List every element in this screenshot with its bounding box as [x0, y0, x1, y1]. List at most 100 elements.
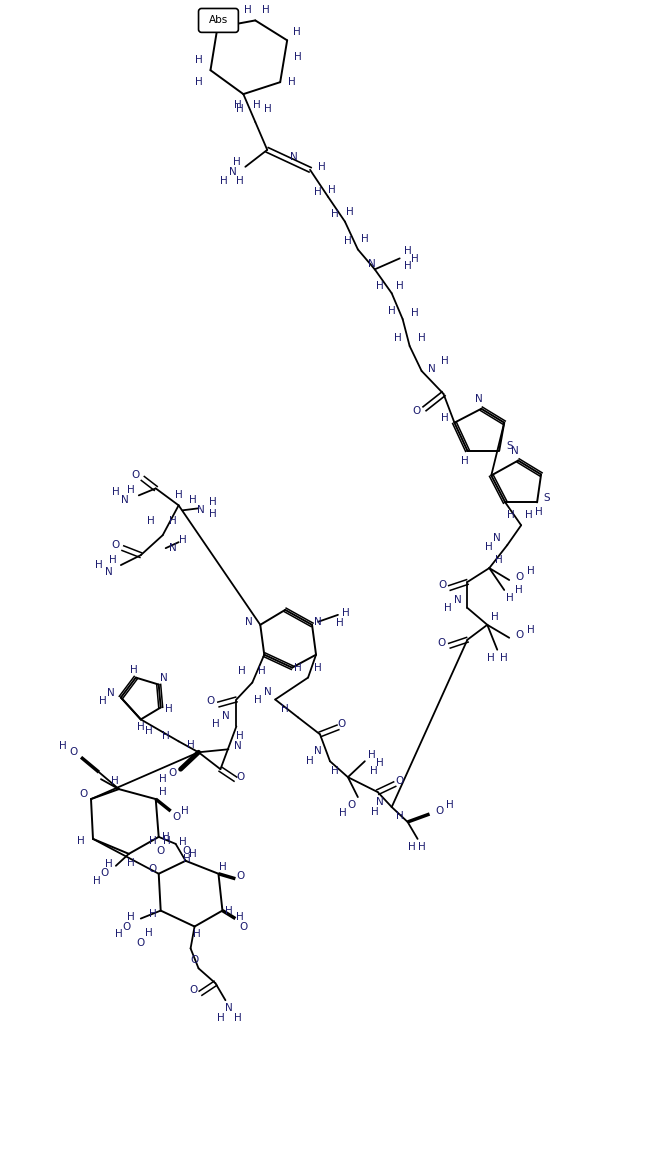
Text: H: H: [339, 808, 347, 818]
Text: H: H: [535, 508, 543, 517]
Text: H: H: [220, 176, 227, 186]
Text: O: O: [395, 776, 404, 787]
Text: H: H: [485, 543, 493, 552]
Text: H: H: [491, 612, 499, 622]
Text: S: S: [544, 494, 550, 503]
Text: Abs: Abs: [209, 15, 228, 26]
Text: H: H: [500, 652, 508, 663]
Text: N: N: [196, 505, 204, 516]
Text: H: H: [404, 246, 411, 257]
Text: O: O: [137, 938, 145, 949]
Text: N: N: [454, 595, 461, 605]
Text: H: H: [294, 663, 302, 672]
Text: H: H: [336, 617, 344, 628]
Text: H: H: [149, 836, 157, 846]
Text: H: H: [149, 909, 157, 918]
Text: N: N: [246, 617, 253, 627]
Text: H: H: [127, 485, 135, 496]
Text: H: H: [159, 787, 167, 797]
Text: H: H: [396, 281, 404, 292]
Text: H: H: [507, 510, 515, 520]
Text: H: H: [418, 841, 426, 852]
Text: H: H: [526, 510, 533, 520]
Text: H: H: [237, 911, 244, 922]
Text: H: H: [408, 841, 415, 852]
Text: O: O: [438, 580, 446, 591]
Text: O: O: [515, 630, 524, 640]
Text: N: N: [121, 495, 129, 505]
Text: N: N: [105, 567, 113, 576]
Text: H: H: [137, 722, 145, 733]
Text: H: H: [212, 719, 219, 729]
Text: N: N: [493, 533, 501, 543]
Text: H: H: [281, 705, 289, 714]
Text: H: H: [404, 261, 411, 272]
Text: H: H: [506, 593, 514, 603]
Text: H: H: [181, 806, 189, 816]
Text: H: H: [99, 697, 107, 706]
Text: H: H: [331, 767, 339, 776]
Text: H: H: [376, 759, 384, 768]
Text: H: H: [225, 906, 232, 916]
Text: H: H: [259, 665, 266, 676]
Text: N: N: [476, 393, 483, 404]
Text: H: H: [179, 837, 187, 847]
Text: H: H: [179, 536, 187, 545]
Text: O: O: [69, 747, 77, 757]
Text: H: H: [159, 774, 167, 784]
Text: H: H: [235, 1013, 242, 1023]
Text: H: H: [446, 801, 454, 810]
Text: O: O: [189, 985, 198, 995]
Text: N: N: [229, 167, 237, 176]
Text: O: O: [191, 956, 199, 965]
Text: H: H: [218, 861, 226, 872]
Text: O: O: [101, 868, 109, 878]
Text: H: H: [264, 104, 272, 114]
Text: H: H: [237, 104, 244, 114]
Text: N: N: [225, 1004, 232, 1013]
Text: O: O: [515, 572, 524, 582]
Text: H: H: [495, 555, 503, 565]
Text: H: H: [111, 776, 119, 787]
Text: O: O: [172, 812, 181, 822]
Text: H: H: [105, 859, 113, 868]
Text: H: H: [235, 100, 242, 110]
Text: H: H: [441, 356, 448, 366]
Text: H: H: [394, 333, 402, 343]
Text: H: H: [238, 665, 246, 676]
Text: H: H: [371, 808, 378, 817]
Text: O: O: [148, 864, 157, 874]
Text: H: H: [318, 162, 326, 172]
Text: H: H: [233, 156, 240, 167]
Text: H: H: [216, 1013, 224, 1023]
Text: H: H: [244, 6, 252, 15]
Text: H: H: [294, 27, 301, 37]
Text: N: N: [511, 446, 519, 455]
Text: H: H: [376, 281, 384, 292]
Text: O: O: [435, 806, 444, 816]
Text: N: N: [290, 152, 298, 162]
Text: S: S: [506, 441, 513, 450]
Text: H: H: [361, 235, 369, 244]
Text: H: H: [294, 53, 302, 62]
Text: O: O: [237, 773, 244, 782]
Text: H: H: [328, 184, 336, 195]
Text: H: H: [168, 516, 176, 526]
Text: H: H: [127, 911, 135, 922]
Text: O: O: [206, 697, 214, 706]
Text: H: H: [163, 836, 170, 846]
Text: H: H: [288, 77, 296, 88]
Text: N: N: [314, 746, 322, 756]
Text: H: H: [411, 308, 419, 319]
Text: O: O: [348, 801, 356, 810]
Text: H: H: [346, 207, 354, 217]
Text: H: H: [189, 495, 196, 505]
Text: N: N: [222, 712, 229, 721]
Text: H: H: [411, 254, 419, 265]
Text: O: O: [132, 470, 140, 481]
Text: N: N: [107, 687, 115, 698]
Text: H: H: [527, 624, 535, 635]
Text: H: H: [527, 566, 535, 576]
Text: H: H: [59, 741, 67, 752]
Text: O: O: [437, 637, 446, 648]
